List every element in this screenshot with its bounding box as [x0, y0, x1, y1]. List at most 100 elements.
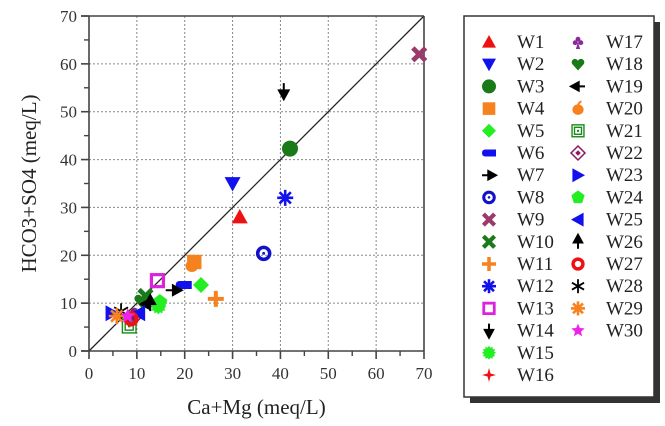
legend-marker-icon: [482, 190, 496, 205]
legend-item-w3: W3: [482, 76, 544, 97]
legend-label: W29: [606, 298, 643, 319]
legend-item-w12: W12: [482, 276, 554, 297]
legend-item-w21: W21: [571, 121, 643, 142]
legend-label: W2: [517, 54, 544, 75]
data-point-w1: [231, 209, 248, 224]
legend-label: W13: [517, 298, 554, 319]
y-tick-label: 20: [60, 246, 77, 265]
legend-label: W18: [606, 54, 643, 75]
legend-marker-icon: [482, 257, 496, 271]
legend-label: W28: [606, 276, 643, 297]
legend-marker-icon: [482, 102, 496, 115]
legend-item-w16: W16: [482, 365, 554, 386]
y-tick-label: 60: [60, 55, 77, 74]
legend-item-w19: W19: [568, 76, 643, 97]
legend-item-w26: W26: [572, 232, 643, 253]
legend-label: W5: [517, 121, 544, 142]
data-point-w12: [277, 189, 294, 206]
legend-label: W14: [517, 321, 554, 342]
data-point-w24: [152, 294, 168, 309]
legend-label: W17: [606, 32, 643, 53]
axes: 0 10 20 30 40 50 60 70 0 10 20 30 40 50 60 70: [60, 7, 433, 383]
data-point-w13: [149, 273, 166, 289]
y-tick-label: 10: [60, 294, 77, 313]
legend-marker-icon: [571, 301, 585, 316]
legend-marker-icon: [571, 212, 584, 227]
legend-marker-icon: [571, 257, 585, 271]
legend-item-w24: W24: [571, 187, 643, 208]
legend-marker-icon: [572, 36, 584, 49]
y-tick-label: 30: [60, 198, 77, 217]
legend-item-w27: W27: [571, 254, 643, 275]
data-point-w11: [207, 290, 224, 307]
legend-label: W12: [517, 276, 554, 297]
legend-marker-icon: [482, 123, 496, 138]
y-axis-title: HCO3+SO4 (meq/L): [17, 94, 41, 272]
x-tick-label: 70: [416, 364, 433, 383]
legend-marker-icon: [571, 279, 585, 294]
data-point-w18: [134, 294, 149, 308]
data-point-w7: [165, 283, 184, 297]
legend-marker-icon: [571, 190, 585, 204]
legend-label: W15: [517, 343, 554, 364]
legend-item-w22: W22: [569, 143, 643, 164]
data-point-w3: [282, 140, 298, 157]
legend-label: W6: [517, 143, 544, 164]
legend-box: [463, 15, 655, 398]
legend-item-w6: W6: [482, 143, 544, 164]
legend-marker-icon: [481, 234, 497, 249]
legend-marker-icon: [482, 368, 496, 382]
legend-item-w7: W7: [482, 165, 544, 186]
legend-label: W7: [517, 165, 544, 186]
legend-marker-icon: [572, 232, 584, 249]
data-point-w26: [143, 293, 157, 312]
data-point-w14: [277, 83, 291, 102]
legend-marker-icon: [571, 124, 585, 138]
legend-marker-icon: [571, 323, 585, 337]
legend-item-w10: W10: [481, 232, 554, 253]
legend-marker-icon: [572, 168, 585, 183]
legend-label: W9: [517, 210, 544, 231]
legend-label: W11: [517, 254, 553, 275]
x-tick-label: 0: [85, 364, 94, 383]
legend-marker-icon: [482, 301, 496, 316]
legend-label: W4: [517, 99, 545, 120]
legend-item-w15: W15: [482, 343, 554, 364]
legend-item-w29: W29: [571, 298, 643, 319]
legend-label: W27: [606, 254, 643, 275]
legend-label: W16: [517, 365, 554, 386]
x-tick-label: 50: [320, 364, 337, 383]
data-point-w30: [120, 308, 136, 323]
y-tick-label: 0: [69, 342, 78, 361]
legend-label: W8: [517, 187, 544, 208]
legend-marker-icon: [482, 35, 496, 48]
legend-marker-icon: [569, 144, 587, 162]
legend-marker-icon: [482, 169, 499, 182]
legend-item-w23: W23: [572, 165, 643, 186]
legend-label: W23: [606, 165, 643, 186]
legend-item-w11: W11: [482, 254, 553, 275]
legend-label: W22: [606, 143, 643, 164]
legend-label: W30: [606, 321, 643, 342]
legend-item-w14: W14: [483, 321, 554, 342]
legend-label: W24: [606, 187, 643, 208]
x-tick-label: 20: [176, 364, 193, 383]
legend-label: W1: [517, 32, 544, 53]
legend-marker-icon: [568, 80, 585, 93]
x-tick-label: 60: [368, 364, 385, 383]
data-point-w9: [411, 46, 428, 63]
data-point-w8: [255, 245, 272, 262]
y-tick-label: 40: [60, 151, 77, 170]
x-tick-label: 10: [128, 364, 145, 383]
legend-item-w18: W18: [571, 54, 643, 75]
legend-label: W21: [606, 121, 643, 142]
y-tick-label: 50: [60, 103, 77, 122]
legend-label: W19: [606, 76, 643, 97]
legend-item-w30: W30: [571, 321, 643, 342]
legend-marker-icon: [482, 279, 496, 294]
x-tick-label: 30: [224, 364, 241, 383]
legend-item-w2: W2: [482, 54, 544, 75]
data-point-w25: [130, 305, 146, 322]
legend-label: W3: [517, 76, 544, 97]
